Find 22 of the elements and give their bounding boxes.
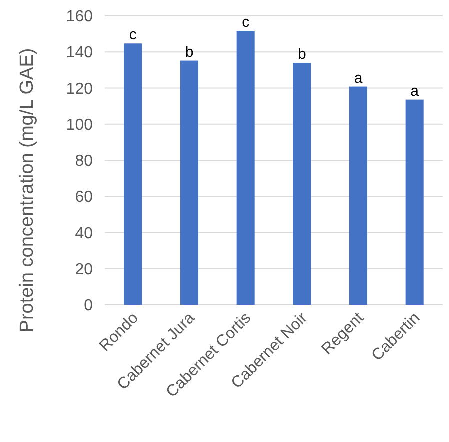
- annotation: a: [354, 70, 364, 87]
- annotation: c: [129, 26, 138, 44]
- y-tick-label: 100: [66, 116, 94, 134]
- annotation: a: [410, 82, 420, 100]
- bar: [293, 63, 312, 305]
- bar: [236, 30, 255, 305]
- annotation: b: [298, 46, 306, 64]
- y-axis-title: Protein concentration (mg/L GAE): [17, 48, 38, 333]
- y-tick-label: 120: [66, 80, 94, 98]
- annotation: c: [242, 14, 250, 31]
- y-tick-label: 60: [75, 189, 94, 206]
- y-tick-label: 40: [75, 225, 94, 242]
- bar: [406, 100, 424, 305]
- y-tick-label: 0: [84, 298, 94, 315]
- annotation: b: [185, 44, 194, 61]
- y-tick-label: 80: [75, 153, 94, 170]
- y-tick-label: 140: [66, 44, 94, 62]
- y-tick-label: 20: [75, 261, 94, 278]
- y-tick-label: 160: [66, 8, 94, 26]
- bar: [349, 86, 368, 305]
- bar: [180, 60, 199, 305]
- bar: [124, 44, 142, 305]
